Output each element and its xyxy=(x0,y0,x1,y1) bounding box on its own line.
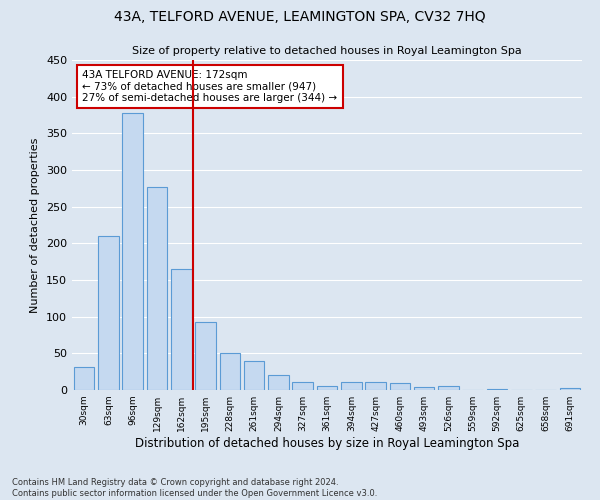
Bar xyxy=(220,352,240,390)
Text: 43A TELFORD AVENUE: 172sqm
← 73% of detached houses are smaller (947)
27% of sem: 43A TELFORD AVENUE: 172sqm ← 73% of deta… xyxy=(82,70,337,103)
Y-axis label: Number of detached properties: Number of detached properties xyxy=(31,138,40,312)
Bar xyxy=(292,382,313,390)
Bar xyxy=(195,322,216,390)
Bar xyxy=(365,382,386,390)
Bar xyxy=(171,269,191,390)
Bar xyxy=(438,386,459,390)
Bar xyxy=(122,113,143,390)
Bar xyxy=(389,382,410,390)
Bar xyxy=(244,362,265,390)
Bar xyxy=(146,187,167,390)
Bar xyxy=(317,386,337,390)
Bar xyxy=(74,368,94,390)
X-axis label: Distribution of detached houses by size in Royal Leamington Spa: Distribution of detached houses by size … xyxy=(135,437,519,450)
Bar xyxy=(341,382,362,390)
Text: Contains HM Land Registry data © Crown copyright and database right 2024.
Contai: Contains HM Land Registry data © Crown c… xyxy=(12,478,377,498)
Bar xyxy=(560,388,580,390)
Text: 43A, TELFORD AVENUE, LEAMINGTON SPA, CV32 7HQ: 43A, TELFORD AVENUE, LEAMINGTON SPA, CV3… xyxy=(114,10,486,24)
Bar xyxy=(268,374,289,390)
Bar xyxy=(414,387,434,390)
Title: Size of property relative to detached houses in Royal Leamington Spa: Size of property relative to detached ho… xyxy=(132,46,522,56)
Bar xyxy=(98,236,119,390)
